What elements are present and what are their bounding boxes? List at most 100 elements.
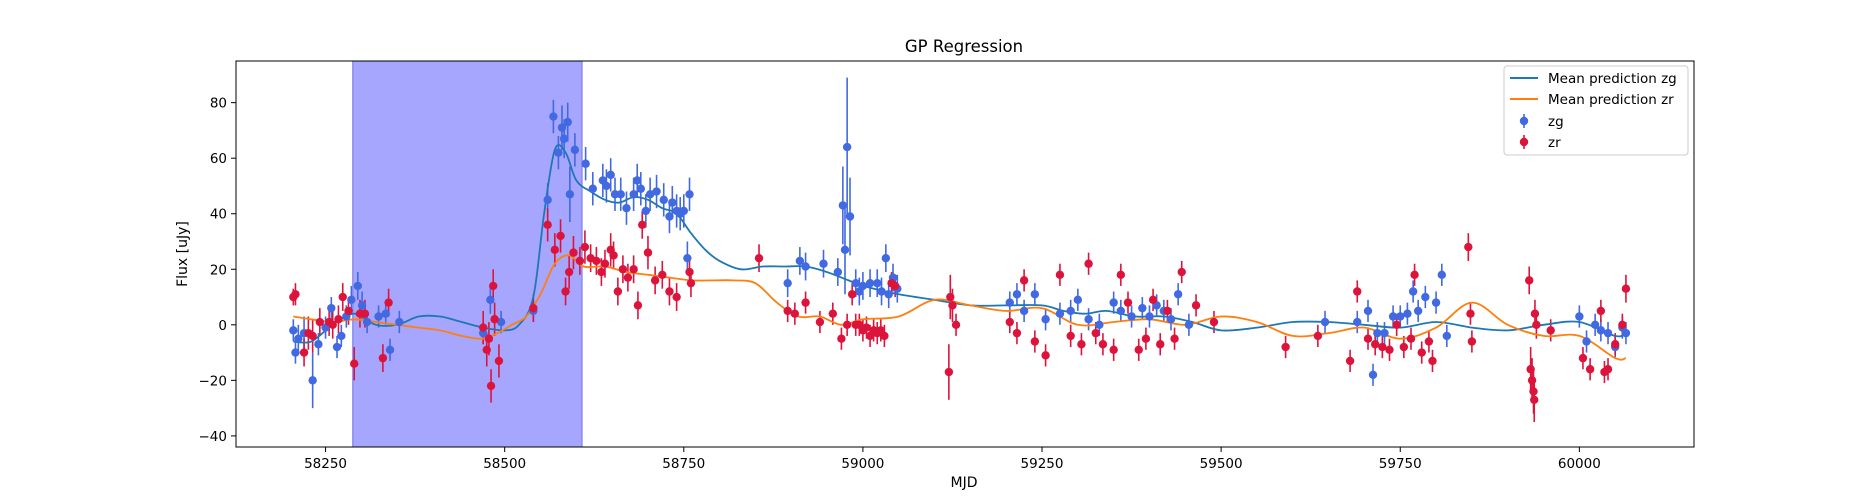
point-zg-25 xyxy=(554,148,563,157)
point-zg-8 xyxy=(332,342,342,352)
point-zr-120 xyxy=(1530,395,1539,404)
point-zr-89 xyxy=(1134,345,1143,355)
x-tick-label-60000: 60000 xyxy=(1558,456,1601,472)
x-tick-label-58250: 58250 xyxy=(304,456,347,472)
point-zg-108 xyxy=(1582,337,1591,346)
point-zg-20 xyxy=(486,295,495,305)
point-zg-29 xyxy=(565,190,575,199)
point-zg-17 xyxy=(385,345,395,355)
point-zr-106 xyxy=(1392,320,1401,330)
point-zg-109 xyxy=(1590,320,1600,330)
point-zg-46 xyxy=(665,212,674,221)
legend-label-zr-points: zr xyxy=(1548,135,1561,151)
point-zr-39 xyxy=(618,265,628,274)
point-zr-2 xyxy=(299,348,309,357)
point-zr-72 xyxy=(946,292,955,302)
point-zg-91 xyxy=(1184,320,1194,330)
legend: Mean prediction zg Mean prediction zr zg… xyxy=(1503,65,1689,156)
point-zg-60 xyxy=(842,142,852,152)
point-zr-18 xyxy=(484,334,494,343)
point-zr-85 xyxy=(1098,340,1108,349)
point-zg-104 xyxy=(1431,298,1441,307)
point-zr-30 xyxy=(575,256,585,266)
point-zg-107 xyxy=(1575,312,1584,321)
point-zg-99 xyxy=(1396,312,1405,321)
point-zg-72 xyxy=(1005,298,1014,307)
point-zg-44 xyxy=(652,187,661,196)
point-zr-15 xyxy=(384,298,393,307)
point-zg-64 xyxy=(858,281,868,291)
point-zg-31 xyxy=(581,159,590,168)
point-zg-1 xyxy=(291,348,300,357)
point-zr-131 xyxy=(1621,284,1631,293)
point-zg-73 xyxy=(1012,290,1022,299)
legend-swatch-zg-points xyxy=(1519,116,1529,126)
point-zr-99 xyxy=(1313,331,1323,341)
point-zr-58 xyxy=(842,320,852,330)
point-zg-23 xyxy=(543,195,552,205)
point-zr-128 xyxy=(1603,365,1613,374)
point-zr-52 xyxy=(783,306,792,316)
point-zr-38 xyxy=(613,287,623,296)
point-zg-14 xyxy=(362,317,372,327)
point-zg-12 xyxy=(353,281,362,291)
point-zr-71 xyxy=(944,367,954,377)
point-zg-61 xyxy=(845,212,855,221)
point-zg-95 xyxy=(1368,370,1378,379)
y-axis-label: Flux [uJy] xyxy=(175,221,191,287)
point-zr-33 xyxy=(592,256,601,266)
point-zg-80 xyxy=(1084,315,1093,324)
point-zr-40 xyxy=(623,273,633,282)
x-tick-label-58500: 58500 xyxy=(483,456,526,472)
point-zg-43 xyxy=(645,190,655,199)
point-zr-94 xyxy=(1170,334,1179,343)
point-zg-69 xyxy=(884,290,893,299)
point-zr-87 xyxy=(1116,270,1126,280)
shaded-region xyxy=(352,60,583,448)
point-zr-88 xyxy=(1123,298,1133,307)
point-zg-9 xyxy=(337,331,346,341)
point-zr-7 xyxy=(328,320,337,330)
point-zr-76 xyxy=(1012,328,1022,338)
point-zg-62 xyxy=(851,278,860,288)
point-zr-101 xyxy=(1353,287,1362,296)
point-zr-55 xyxy=(815,317,825,327)
point-zr-63 xyxy=(862,323,871,332)
point-zg-26 xyxy=(557,123,567,132)
point-zr-42 xyxy=(633,301,643,310)
point-zr-122 xyxy=(1532,320,1541,330)
point-zg-98 xyxy=(1388,312,1398,321)
data-points xyxy=(289,112,1631,404)
point-zg-65 xyxy=(865,278,875,288)
chart-title: GP Regression xyxy=(905,37,1023,56)
point-zg-76 xyxy=(1041,315,1050,324)
point-zr-77 xyxy=(1019,276,1029,285)
x-tick-label-59250: 59250 xyxy=(1021,456,1064,472)
point-zr-95 xyxy=(1177,267,1186,277)
plot-frame xyxy=(235,60,1695,448)
point-zg-56 xyxy=(819,259,828,268)
point-zg-67 xyxy=(877,287,886,296)
point-zr-51 xyxy=(754,253,764,263)
point-zr-116 xyxy=(1525,276,1534,285)
point-zg-79 xyxy=(1073,295,1083,305)
point-zg-42 xyxy=(641,206,651,216)
x-tick-label-59000: 59000 xyxy=(841,456,884,472)
point-zr-111 xyxy=(1424,337,1434,346)
point-zr-118 xyxy=(1527,376,1537,385)
point-zr-56 xyxy=(828,309,838,318)
y-axis: −40 −20 0 20 40 60 80 xyxy=(199,96,236,445)
point-zr-124 xyxy=(1578,353,1588,363)
point-zg-4 xyxy=(308,376,317,385)
point-zr-28 xyxy=(564,267,574,277)
x-tick-label-59750: 59750 xyxy=(1379,456,1422,472)
point-zg-34 xyxy=(602,181,611,191)
x-axis-label: MJD xyxy=(951,475,978,491)
point-zr-83 xyxy=(1084,259,1093,268)
point-zg-110 xyxy=(1596,326,1606,335)
point-zg-106 xyxy=(1442,331,1452,341)
point-zr-46 xyxy=(658,270,667,280)
point-zr-82 xyxy=(1077,340,1086,349)
point-zr-110 xyxy=(1417,348,1426,357)
point-zg-32 xyxy=(588,184,597,193)
